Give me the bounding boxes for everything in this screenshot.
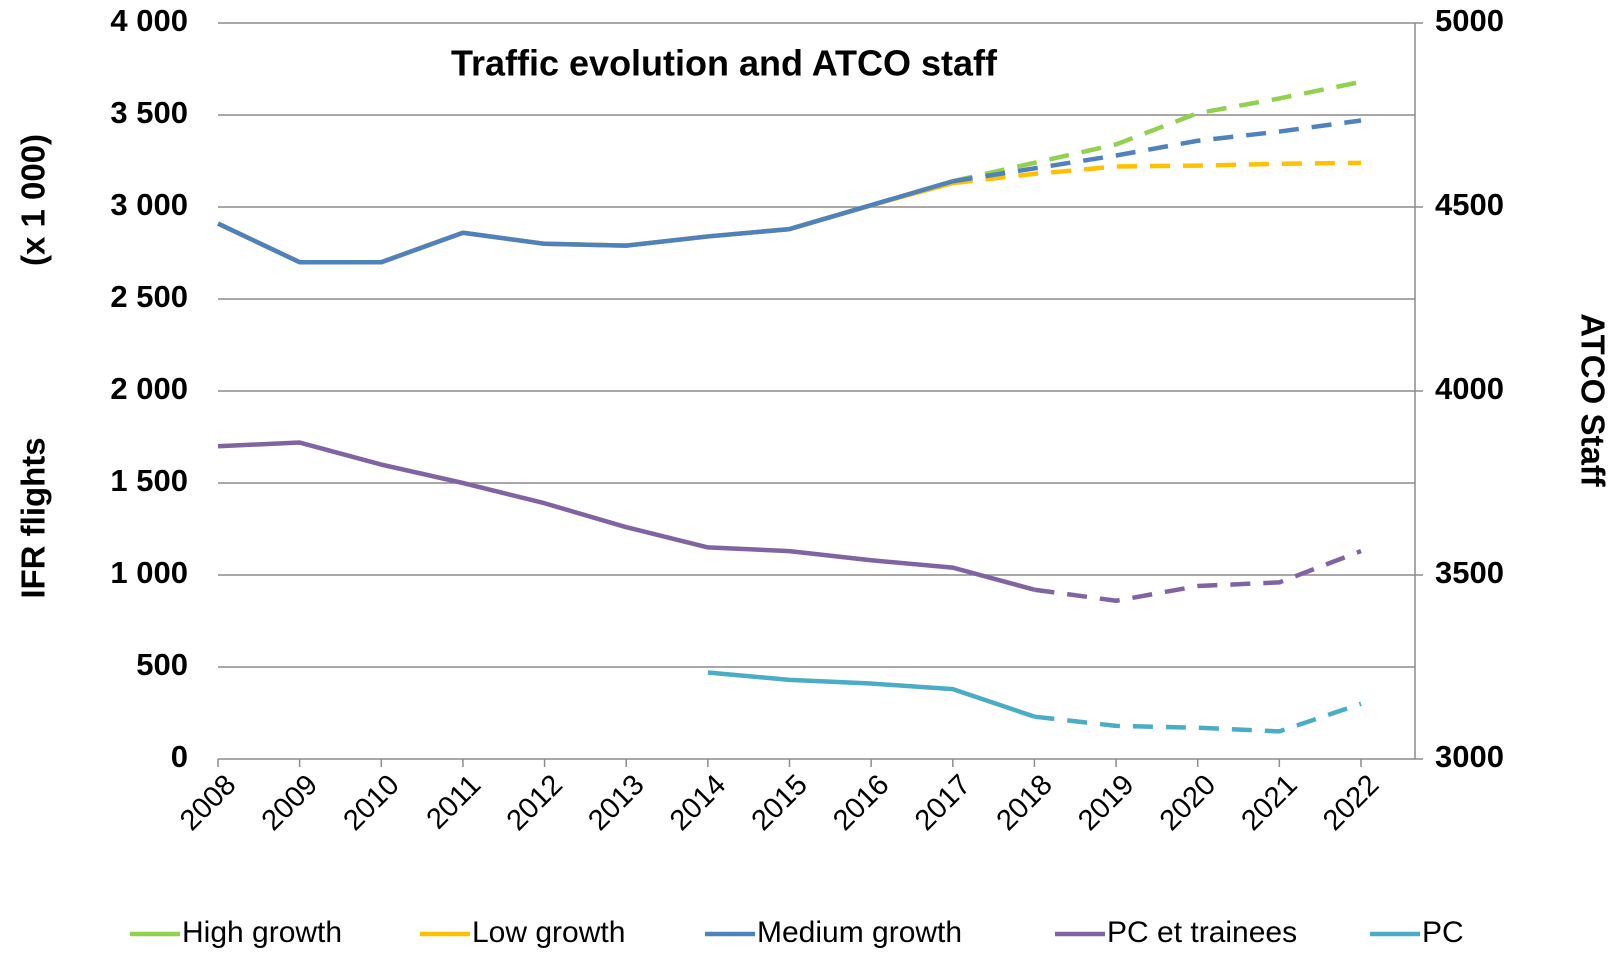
y-tick-label: 500 — [136, 647, 188, 682]
y-tick-label: 0 — [171, 739, 188, 774]
y-tick-label: 2 000 — [110, 371, 188, 406]
y2-tick-label: 4000 — [1435, 371, 1504, 406]
x-tick-label: 2009 — [256, 769, 324, 837]
x-tick-label: 2017 — [909, 769, 977, 837]
series-line — [217, 440, 1036, 592]
y2-tick-label: 3000 — [1435, 739, 1504, 774]
y-tick-label: 2 500 — [110, 279, 188, 314]
y-axis-label: IFR flights — [15, 437, 52, 598]
legend-label: PC et trainees — [1107, 916, 1297, 949]
series-line — [707, 670, 1036, 719]
y2-tick-label: 5000 — [1435, 3, 1504, 38]
x-tick-label: 2011 — [421, 769, 488, 836]
x-tick-label: 2018 — [991, 769, 1059, 837]
x-tick-label: 2019 — [1072, 769, 1140, 837]
y-tick-label: 1 000 — [110, 555, 188, 590]
legend-label: High growth — [182, 916, 342, 949]
y-axis-unit: (x 1 000) — [15, 134, 52, 266]
x-tick-label: 2015 — [746, 769, 814, 837]
x-tick-label: 2022 — [1317, 769, 1385, 837]
y-tick-label: 1 500 — [110, 463, 188, 498]
series-line-forecast — [952, 118, 1362, 184]
legend-label: Medium growth — [757, 916, 962, 949]
y-tick-label: 4 000 — [110, 3, 188, 38]
y-tick-label: 3 000 — [110, 187, 188, 222]
chart-title: Traffic evolution and ATCO staff — [451, 43, 998, 84]
x-tick-label: 2013 — [582, 769, 650, 837]
series-line-forecast — [952, 160, 1362, 186]
x-tick-label: 2021 — [1235, 769, 1303, 837]
series-line-forecast — [952, 79, 1362, 184]
x-tick-label: 2020 — [1154, 769, 1222, 837]
x-tick-label: 2008 — [174, 769, 242, 837]
x-tick-label: 2010 — [337, 769, 405, 837]
x-tick-label: 2012 — [501, 769, 569, 837]
series-line-forecast — [1034, 701, 1362, 734]
x-tick-label: 2014 — [664, 769, 732, 837]
series-line — [217, 179, 954, 265]
legend-label: PC — [1422, 916, 1464, 949]
y2-tick-label: 4500 — [1435, 187, 1504, 222]
series-line — [217, 180, 954, 265]
y2-tick-label: 3500 — [1435, 555, 1504, 590]
x-tick-label: 2016 — [827, 769, 895, 837]
series-line-forecast — [1034, 548, 1362, 604]
y-tick-label: 3 500 — [110, 95, 188, 130]
series-line — [217, 179, 954, 265]
y2-axis-label: ATCO Staff — [1574, 313, 1611, 488]
legend-label: Low growth — [472, 916, 625, 949]
